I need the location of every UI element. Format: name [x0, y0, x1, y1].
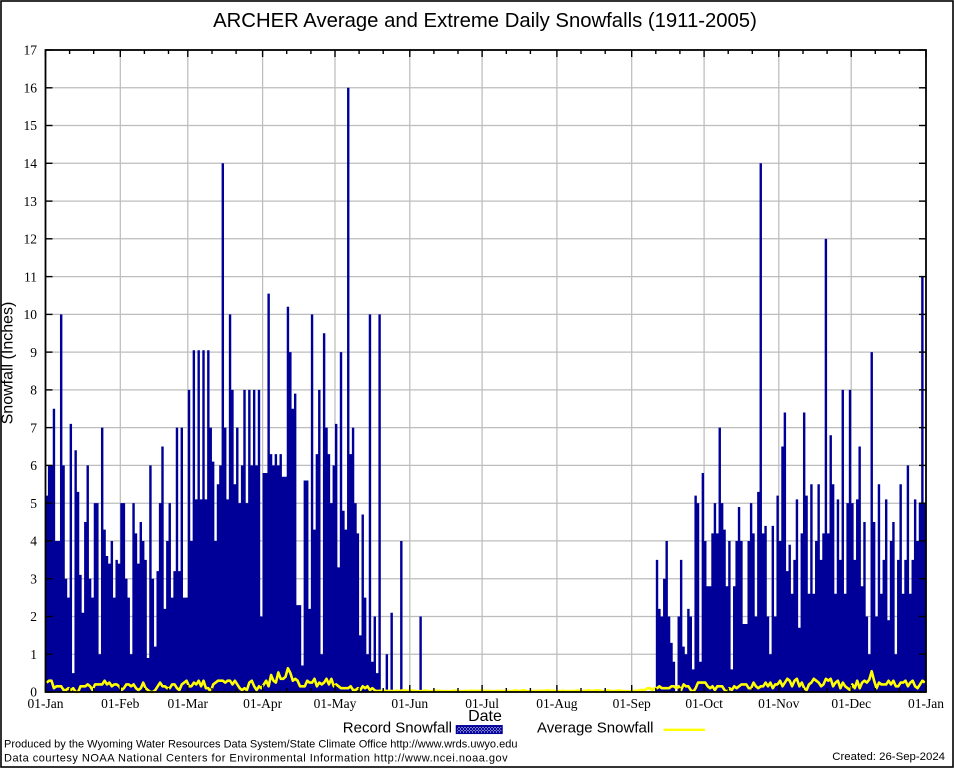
- svg-text:12: 12: [24, 232, 38, 247]
- svg-text:Date: Date: [468, 708, 502, 725]
- svg-text:01-Mar: 01-Mar: [168, 696, 209, 711]
- svg-text:8: 8: [30, 383, 37, 398]
- svg-text:01-Jan: 01-Jan: [28, 696, 64, 711]
- svg-text:01-Oct: 01-Oct: [685, 696, 723, 711]
- svg-text:2: 2: [30, 609, 37, 624]
- svg-text:5: 5: [30, 496, 37, 511]
- svg-text:6: 6: [30, 458, 37, 473]
- svg-text:01-Jun: 01-Jun: [391, 696, 428, 711]
- svg-text:Record Snowfall: Record Snowfall: [343, 720, 452, 737]
- svg-text:01-Apr: 01-Apr: [243, 696, 282, 711]
- svg-text:11: 11: [24, 269, 37, 284]
- svg-text:ARCHER Average and Extreme Dai: ARCHER Average and Extreme Daily Snowfal…: [213, 10, 757, 32]
- svg-text:14: 14: [24, 156, 38, 171]
- svg-text:0: 0: [30, 685, 37, 700]
- svg-text:15: 15: [24, 118, 38, 133]
- svg-text:01-Aug: 01-Aug: [536, 696, 577, 711]
- svg-text:01-Nov: 01-Nov: [758, 696, 799, 711]
- svg-text:1: 1: [30, 647, 37, 662]
- svg-text:13: 13: [24, 194, 38, 209]
- svg-text:16: 16: [24, 81, 38, 96]
- svg-text:01-Jul: 01-Jul: [465, 696, 499, 711]
- svg-text:01-Feb: 01-Feb: [101, 696, 139, 711]
- svg-text:01-Dec: 01-Dec: [831, 696, 871, 711]
- svg-text:3: 3: [30, 571, 37, 586]
- svg-text:01-Jan: 01-Jan: [908, 696, 944, 711]
- svg-text:10: 10: [24, 307, 38, 322]
- svg-text:7: 7: [30, 420, 37, 435]
- svg-text:Produced by the Wyoming Water: Produced by the Wyoming Water Resources …: [4, 739, 517, 751]
- svg-text:Created: 26-Sep-2024: Created: 26-Sep-2024: [832, 751, 945, 763]
- svg-text:4: 4: [30, 534, 37, 549]
- svg-text:Snowfall (Inches): Snowfall (Inches): [0, 302, 17, 425]
- svg-text:17: 17: [24, 43, 38, 58]
- svg-text:Average Snowfall: Average Snowfall: [537, 720, 653, 737]
- svg-text:9: 9: [30, 345, 37, 360]
- svg-text:01-May: 01-May: [314, 696, 357, 711]
- svg-text:01-Sep: 01-Sep: [613, 696, 651, 711]
- svg-text:Data courtesy NOAA National Ce: Data courtesy NOAA National Centers for …: [4, 753, 508, 765]
